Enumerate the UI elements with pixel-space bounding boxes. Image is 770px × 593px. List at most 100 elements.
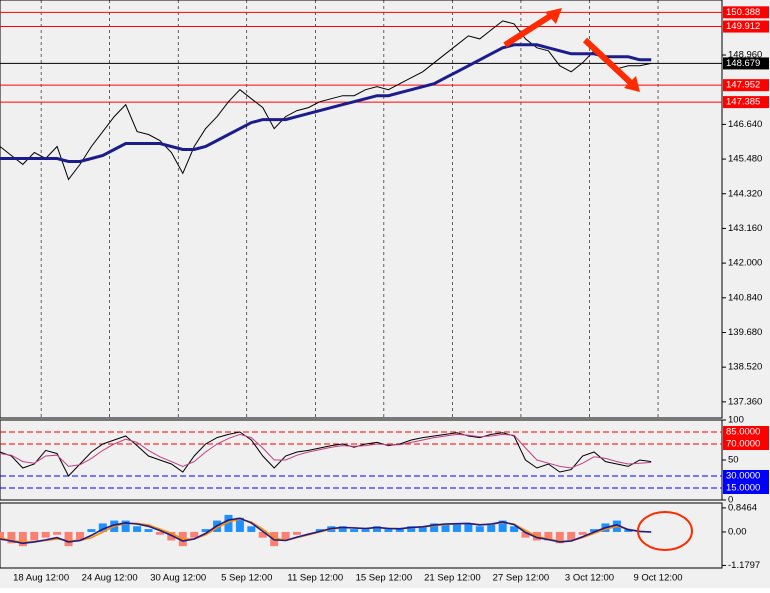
histogram-bar [510, 526, 519, 532]
series-line [0, 43, 652, 163]
histogram-bar [544, 531, 553, 541]
level-tag [723, 79, 769, 92]
level-label: 150.388 [726, 7, 760, 18]
histogram-bar [98, 523, 107, 532]
series-line [0, 431, 652, 477]
histogram-bar [441, 523, 450, 532]
histogram-bar [498, 520, 507, 532]
trend-arrow [503, 10, 557, 48]
trend-arrow [582, 37, 635, 87]
level-label: 148.679 [726, 58, 760, 69]
y-tick-label: 144.320 [728, 188, 762, 199]
histogram-bar [475, 526, 484, 532]
histogram-bar [133, 526, 142, 532]
level-label: 70.0000 [726, 439, 760, 450]
series-line [0, 20, 652, 181]
histogram-bar [144, 529, 153, 532]
histogram-bar [201, 529, 210, 532]
x-tick-label: 5 Sep 12:00 [221, 573, 272, 584]
histogram-bar [578, 531, 587, 535]
x-tick-label: 15 Sep 12:00 [356, 573, 413, 584]
histogram-bar [418, 526, 427, 532]
level-tag [723, 470, 769, 482]
panel [0, 502, 723, 569]
level-label: 147.385 [726, 97, 760, 108]
annotations [503, 8, 693, 551]
histogram-bar [224, 514, 233, 532]
series-line [0, 517, 652, 545]
y-tick-label: 143.160 [728, 223, 762, 234]
series-line [0, 433, 652, 469]
histogram-bar [395, 529, 404, 532]
histogram-bar [555, 531, 564, 544]
x-tick-label: 24 Aug 12:00 [82, 573, 138, 584]
level-tag [723, 96, 769, 109]
y-tick-label: 140.840 [728, 292, 762, 303]
histogram-bar [7, 531, 16, 544]
y-tick-label: 50 [728, 455, 739, 466]
histogram-bar [624, 529, 633, 532]
histogram-bar [87, 529, 96, 532]
x-tick-label: 21 Sep 12:00 [424, 573, 481, 584]
y-tick-label: 139.680 [728, 327, 762, 338]
level-label: 149.912 [726, 21, 760, 32]
histogram-bar [121, 520, 130, 532]
y-tick-label: 137.360 [728, 396, 762, 407]
histogram-bar [18, 531, 27, 547]
level-tag [723, 20, 769, 33]
y-tick-label: 100 [728, 415, 744, 426]
histogram-bar [487, 523, 496, 532]
histogram-bar [384, 529, 393, 532]
histogram-bar [350, 529, 359, 532]
panel [0, 0, 723, 419]
x-tick-label: 11 Sep 12:00 [287, 573, 343, 584]
y-tick-label: -1.1797 [728, 560, 760, 571]
level-label: 85.0000 [726, 427, 760, 438]
x-tick-label: 30 Aug 12:00 [150, 573, 206, 584]
y-tick-label: 0.8464 [728, 502, 757, 513]
y-tick-label: 145.480 [728, 154, 762, 165]
y-tick-label: 0 [728, 495, 733, 506]
y-tick-label: 146.640 [728, 119, 762, 130]
level-tag [723, 438, 769, 450]
level-label: 147.952 [726, 80, 760, 91]
histogram-bar [372, 526, 381, 532]
x-tick-label: 9 Oct 12:00 [633, 573, 682, 584]
histogram-bar [64, 531, 73, 547]
y-tick-label: 0.00 [728, 526, 747, 537]
histogram-bar [235, 517, 244, 532]
y-tick-label: 142.000 [728, 258, 762, 269]
histogram-bar [258, 531, 267, 538]
arrow-head [624, 76, 640, 92]
histogram-bar [315, 529, 324, 532]
y-tick-label: 148.960 [728, 50, 762, 61]
level-tag [723, 482, 769, 494]
x-tick-label: 27 Sep 12:00 [493, 573, 550, 584]
histogram-bar [452, 523, 461, 532]
histogram-bar [361, 529, 370, 532]
level-label: 30.0000 [726, 471, 760, 482]
histogram-bar [293, 531, 302, 535]
histogram-bar [430, 523, 439, 532]
histogram-bar [190, 531, 199, 538]
level-tag [723, 6, 769, 19]
x-tick-label: 18 Aug 12:00 [13, 573, 69, 584]
x-tick-label: 3 Oct 12:00 [565, 573, 614, 584]
level-label: 15.0000 [726, 483, 760, 494]
histogram-bar [155, 531, 164, 535]
histogram-bar [0, 531, 4, 541]
histogram-bar [30, 531, 39, 541]
histogram-bar [281, 531, 290, 541]
panel [0, 419, 723, 501]
histogram-bar [75, 531, 84, 541]
histogram-bar [41, 531, 50, 538]
histogram-bar [567, 531, 576, 541]
level-tag [723, 426, 769, 438]
level-tag [723, 57, 769, 70]
histogram-bar [338, 526, 347, 532]
histogram-bar [407, 526, 416, 532]
histogram-bar [247, 526, 256, 532]
histogram-bar [521, 531, 530, 538]
arrow-head [545, 8, 562, 24]
